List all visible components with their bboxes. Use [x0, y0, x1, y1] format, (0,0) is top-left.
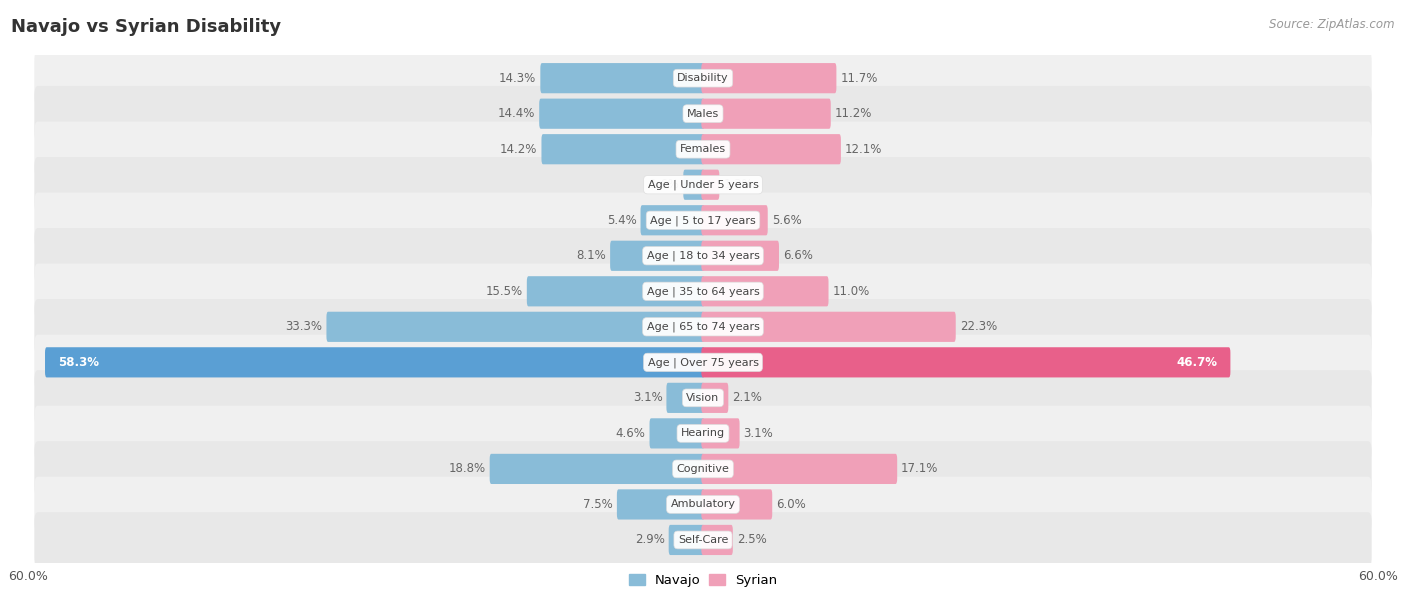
Text: 12.1%: 12.1%	[845, 143, 882, 155]
Text: Disability: Disability	[678, 73, 728, 83]
Text: Ambulatory: Ambulatory	[671, 499, 735, 509]
FancyBboxPatch shape	[540, 63, 704, 93]
FancyBboxPatch shape	[702, 134, 841, 164]
Text: 2.5%: 2.5%	[737, 534, 766, 547]
Text: 58.3%: 58.3%	[58, 356, 98, 369]
FancyBboxPatch shape	[702, 205, 768, 236]
FancyBboxPatch shape	[34, 86, 1372, 141]
FancyBboxPatch shape	[34, 512, 1372, 568]
FancyBboxPatch shape	[702, 63, 837, 93]
FancyBboxPatch shape	[666, 382, 704, 413]
Text: Age | Over 75 years: Age | Over 75 years	[648, 357, 758, 368]
FancyBboxPatch shape	[34, 193, 1372, 248]
Text: Vision: Vision	[686, 393, 720, 403]
Text: 11.2%: 11.2%	[835, 107, 872, 120]
FancyBboxPatch shape	[683, 170, 704, 200]
Text: 14.2%: 14.2%	[501, 143, 537, 155]
Text: 2.9%: 2.9%	[636, 534, 665, 547]
Text: 6.6%: 6.6%	[783, 249, 813, 263]
Text: Age | 35 to 64 years: Age | 35 to 64 years	[647, 286, 759, 297]
Text: 14.3%: 14.3%	[499, 72, 537, 84]
FancyBboxPatch shape	[702, 382, 728, 413]
Text: 5.4%: 5.4%	[607, 214, 637, 227]
FancyBboxPatch shape	[702, 347, 1230, 378]
FancyBboxPatch shape	[540, 99, 704, 129]
FancyBboxPatch shape	[34, 406, 1372, 461]
Text: 17.1%: 17.1%	[901, 463, 938, 476]
FancyBboxPatch shape	[34, 477, 1372, 532]
Text: Age | 18 to 34 years: Age | 18 to 34 years	[647, 250, 759, 261]
Text: 14.4%: 14.4%	[498, 107, 536, 120]
Text: Hearing: Hearing	[681, 428, 725, 438]
Text: Cognitive: Cognitive	[676, 464, 730, 474]
Text: 2.1%: 2.1%	[733, 391, 762, 405]
FancyBboxPatch shape	[702, 241, 779, 271]
FancyBboxPatch shape	[34, 264, 1372, 319]
FancyBboxPatch shape	[34, 299, 1372, 354]
FancyBboxPatch shape	[34, 370, 1372, 425]
Text: 1.6%: 1.6%	[650, 178, 679, 191]
FancyBboxPatch shape	[650, 418, 704, 449]
Text: 3.1%: 3.1%	[633, 391, 662, 405]
Text: 7.5%: 7.5%	[583, 498, 613, 511]
FancyBboxPatch shape	[702, 170, 720, 200]
Text: Females: Females	[681, 144, 725, 154]
Text: Source: ZipAtlas.com: Source: ZipAtlas.com	[1270, 18, 1395, 31]
FancyBboxPatch shape	[34, 157, 1372, 212]
Text: 8.1%: 8.1%	[576, 249, 606, 263]
FancyBboxPatch shape	[641, 205, 704, 236]
FancyBboxPatch shape	[34, 335, 1372, 390]
Text: Age | 5 to 17 years: Age | 5 to 17 years	[650, 215, 756, 225]
FancyBboxPatch shape	[34, 228, 1372, 283]
FancyBboxPatch shape	[702, 418, 740, 449]
Text: 6.0%: 6.0%	[776, 498, 806, 511]
FancyBboxPatch shape	[34, 441, 1372, 496]
FancyBboxPatch shape	[34, 50, 1372, 106]
Text: 15.5%: 15.5%	[485, 285, 523, 298]
Text: 33.3%: 33.3%	[285, 320, 322, 334]
Text: 1.3%: 1.3%	[723, 178, 754, 191]
FancyBboxPatch shape	[702, 525, 733, 555]
FancyBboxPatch shape	[489, 454, 704, 484]
FancyBboxPatch shape	[610, 241, 704, 271]
Text: 22.3%: 22.3%	[960, 320, 997, 334]
FancyBboxPatch shape	[702, 454, 897, 484]
Text: 11.0%: 11.0%	[832, 285, 870, 298]
FancyBboxPatch shape	[702, 276, 828, 307]
Text: 46.7%: 46.7%	[1177, 356, 1218, 369]
Text: Males: Males	[688, 109, 718, 119]
FancyBboxPatch shape	[702, 490, 772, 520]
FancyBboxPatch shape	[45, 347, 704, 378]
Text: Self-Care: Self-Care	[678, 535, 728, 545]
Text: 3.1%: 3.1%	[744, 427, 773, 440]
Text: Age | 65 to 74 years: Age | 65 to 74 years	[647, 321, 759, 332]
FancyBboxPatch shape	[34, 122, 1372, 177]
Text: Age | Under 5 years: Age | Under 5 years	[648, 179, 758, 190]
FancyBboxPatch shape	[669, 525, 704, 555]
Text: 5.6%: 5.6%	[772, 214, 801, 227]
Legend: Navajo, Syrian: Navajo, Syrian	[623, 569, 783, 592]
Text: Navajo vs Syrian Disability: Navajo vs Syrian Disability	[11, 18, 281, 36]
FancyBboxPatch shape	[617, 490, 704, 520]
Text: 4.6%: 4.6%	[616, 427, 645, 440]
FancyBboxPatch shape	[326, 312, 704, 342]
FancyBboxPatch shape	[541, 134, 704, 164]
FancyBboxPatch shape	[702, 99, 831, 129]
FancyBboxPatch shape	[527, 276, 704, 307]
Text: 11.7%: 11.7%	[841, 72, 877, 84]
FancyBboxPatch shape	[702, 312, 956, 342]
Text: 18.8%: 18.8%	[449, 463, 485, 476]
